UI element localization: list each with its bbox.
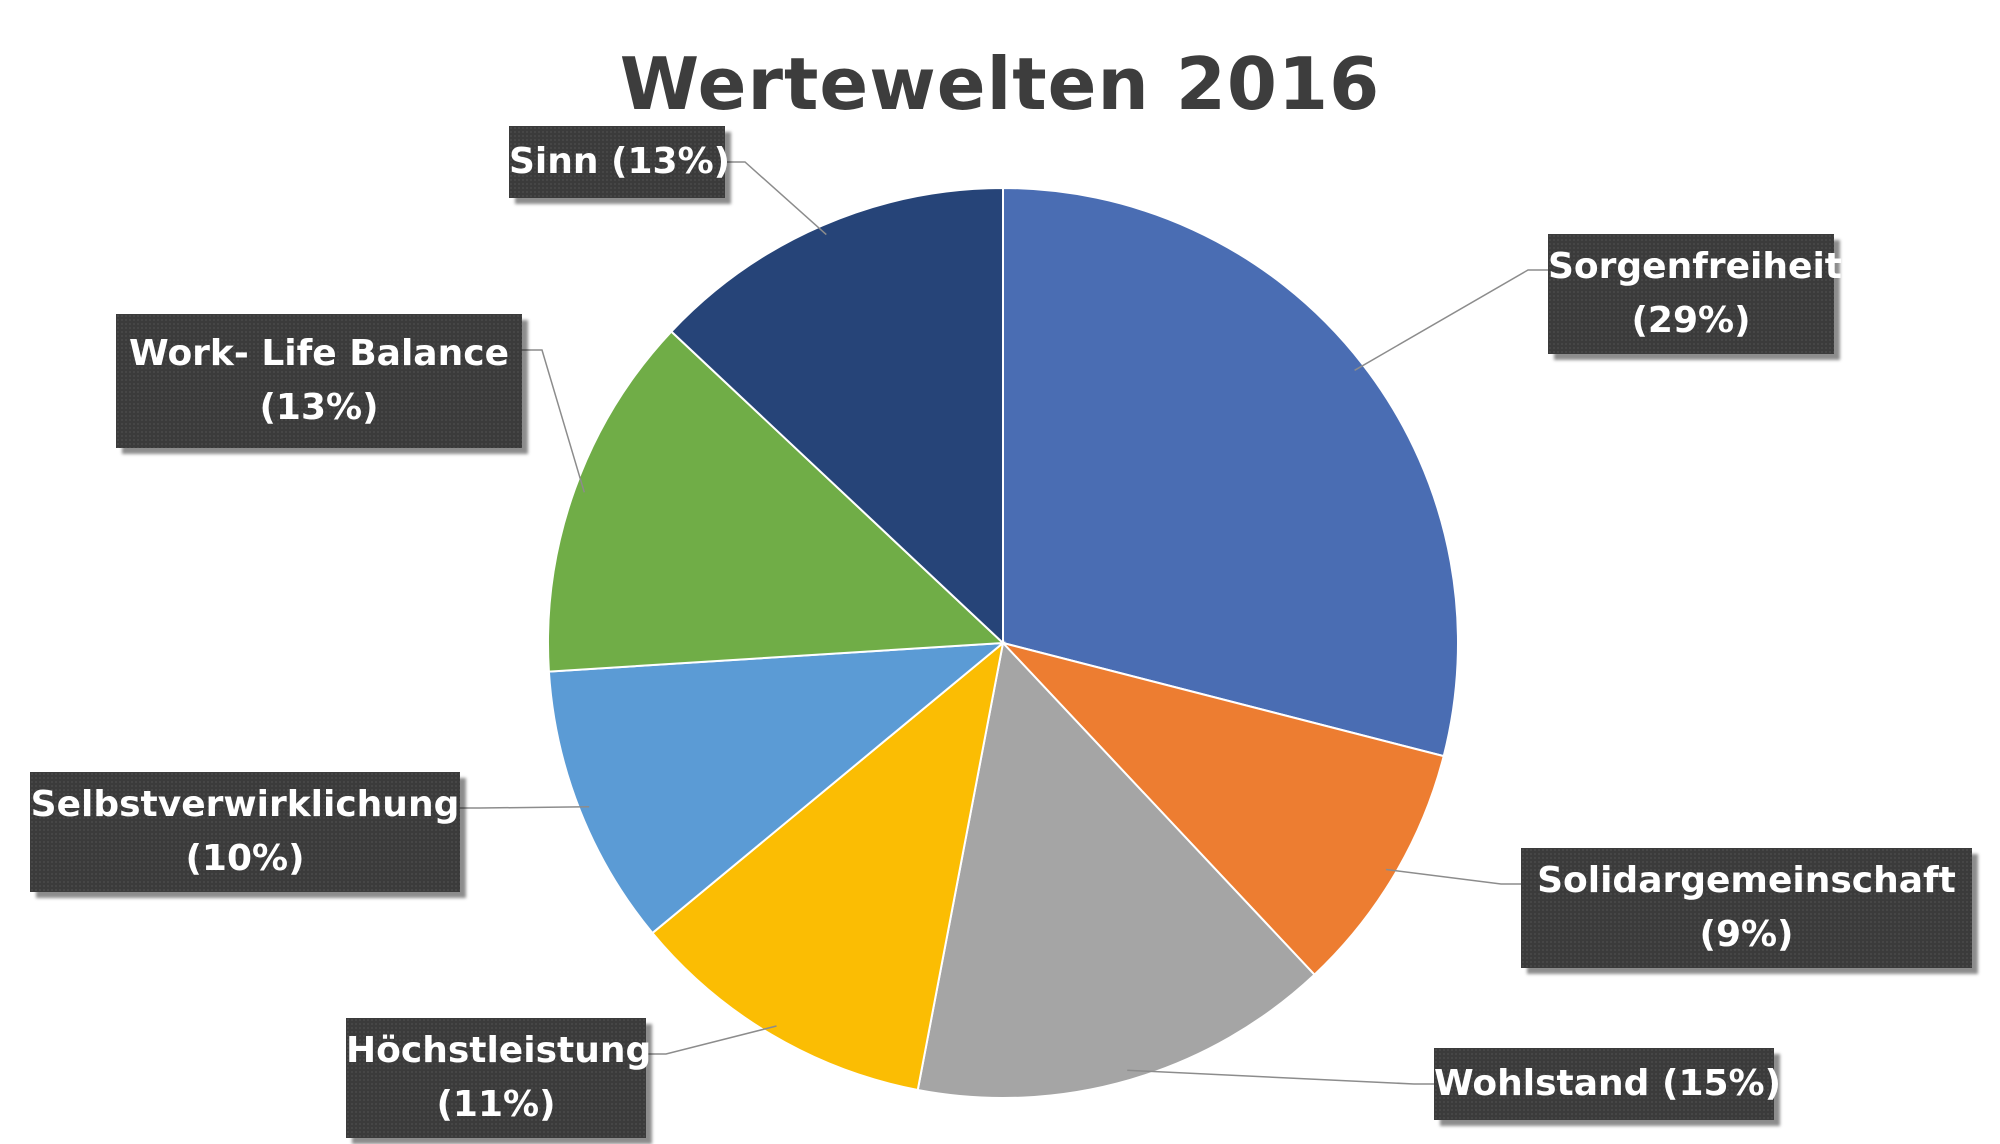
data-label-text: Wohlstand (15%) bbox=[1434, 1063, 1782, 1104]
pie-slice-3 bbox=[916, 640, 1316, 1099]
data-label-6: Work- Life Balance (13%) bbox=[116, 314, 522, 448]
leader-line-4 bbox=[646, 1025, 777, 1055]
leader-line-2 bbox=[1385, 868, 1521, 885]
data-label-2: Solidargemeinschaft (9%) bbox=[1521, 848, 1972, 968]
leader-line-6 bbox=[522, 349, 586, 493]
data-label-3: Wohlstand (15%) bbox=[1434, 1048, 1782, 1120]
data-label-4: Höchstleistung (11%) bbox=[346, 1018, 652, 1138]
leader-line-3 bbox=[1127, 1069, 1434, 1085]
pie-slice-6 bbox=[547, 330, 1006, 673]
data-label-1: Sorgenfreiheit (29%) bbox=[1548, 234, 1842, 354]
leader-line-7 bbox=[725, 161, 827, 236]
data-label-text: Sorgenfreiheit bbox=[1548, 246, 1842, 287]
data-label-text: Work- Life Balance bbox=[129, 333, 509, 374]
chart-title: Wertewelten 2016 bbox=[619, 42, 1381, 126]
leader-line-1 bbox=[1354, 269, 1548, 371]
pie-slice-2 bbox=[999, 641, 1445, 977]
data-label-percent: (13%) bbox=[259, 387, 379, 428]
data-label-5: Selbstverwirklichung (10%) bbox=[30, 772, 460, 892]
pie-slice-7 bbox=[669, 186, 1004, 646]
pie-slice-5 bbox=[547, 641, 1007, 935]
data-label-percent: (9%) bbox=[1699, 914, 1794, 955]
data-label-percent: (11%) bbox=[436, 1084, 556, 1125]
data-label-text: Höchstleistung bbox=[346, 1030, 652, 1071]
pie-slice-1 bbox=[1002, 186, 1459, 758]
data-label-text: Sinn (13%) bbox=[509, 141, 731, 182]
data-label-percent: (10%) bbox=[185, 838, 305, 879]
data-label-text: Selbstverwirklichung bbox=[30, 784, 460, 825]
pie-slice-4 bbox=[651, 640, 1005, 1092]
data-label-text: Solidargemeinschaft bbox=[1537, 860, 1956, 901]
leader-line-5 bbox=[460, 806, 590, 809]
data-label-7: Sinn (13%) bbox=[509, 126, 731, 198]
data-label-percent: (29%) bbox=[1631, 300, 1751, 341]
